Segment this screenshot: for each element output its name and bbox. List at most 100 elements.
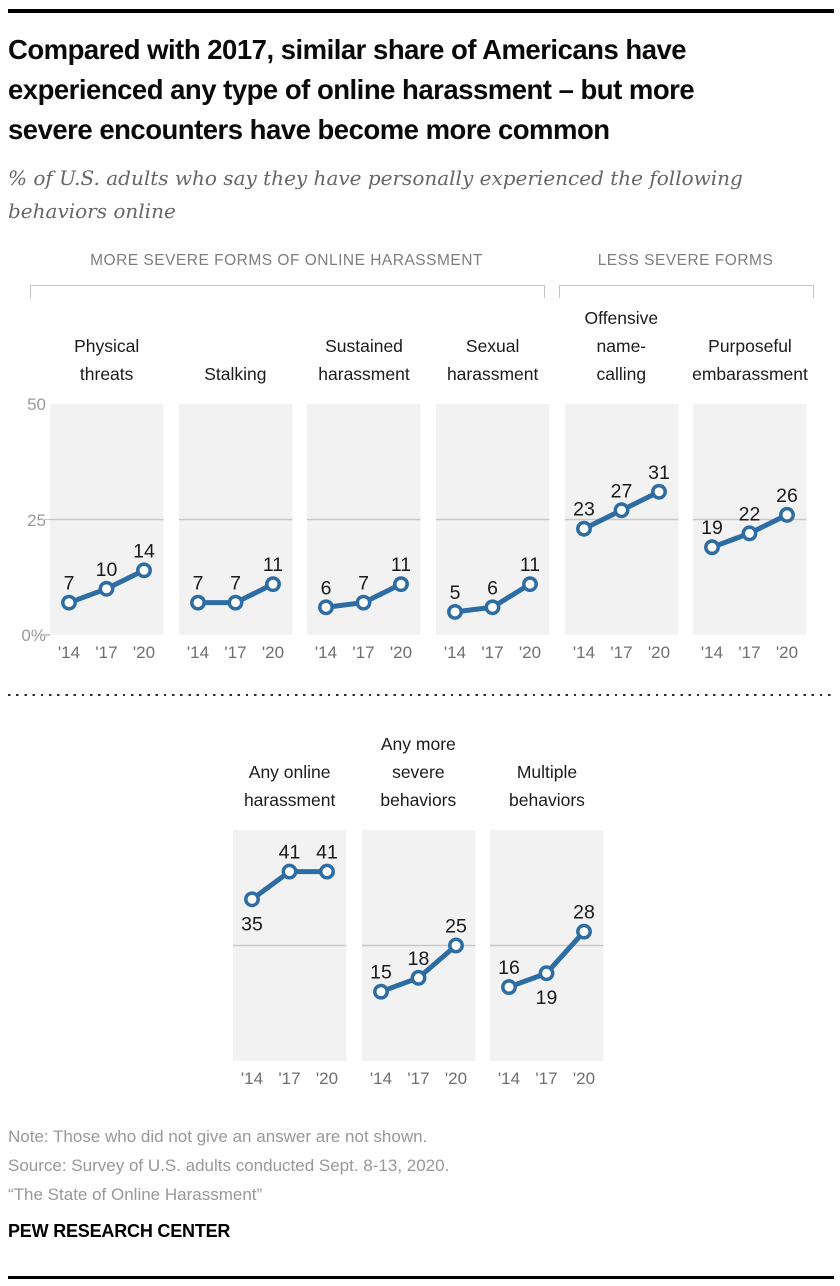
data-point-label: 41 — [316, 842, 338, 864]
x-tick-label: '20 — [776, 643, 798, 662]
chart-panel: 7 7 11 '14 '17 '20 — [178, 404, 292, 671]
panel-title-line: Multiple — [516, 762, 578, 782]
x-tick-label: '14 — [498, 1069, 520, 1088]
panel-title-line: behaviors — [509, 790, 585, 810]
panel-title-line: name- — [596, 336, 647, 356]
data-point-label: 35 — [241, 913, 263, 935]
panel-title: Stalking — [160, 300, 310, 388]
panel-title: Multiple behaviors — [472, 726, 622, 814]
data-point-marker — [355, 594, 372, 611]
y-axis-label-50: 50 — [27, 395, 46, 414]
data-point-marker — [281, 863, 298, 880]
data-point-label: 22 — [739, 503, 761, 525]
x-tick-label: '17 — [481, 643, 503, 662]
data-point-marker — [538, 965, 555, 982]
chart-panel: 16 19 28 '14 '17 '20 — [490, 830, 604, 1097]
x-tick-label: '20 — [262, 643, 284, 662]
group-bracket-more-severe — [30, 285, 545, 298]
x-tick-label: '17 — [353, 643, 375, 662]
data-point-marker — [393, 576, 410, 593]
data-point-label: 28 — [573, 902, 595, 924]
panel-title-line: Stalking — [204, 364, 267, 384]
x-tick-label: '20 — [445, 1069, 467, 1088]
x-tick-label: '17 — [536, 1069, 558, 1088]
data-point-label: 19 — [701, 517, 723, 539]
footer-report: “The State of Online Harassment” — [8, 1185, 263, 1204]
x-tick-label: '17 — [278, 1069, 300, 1088]
y-axis-label-25: 25 — [27, 510, 46, 530]
panel-title-line: harassment — [318, 364, 410, 384]
data-point-marker — [447, 937, 464, 954]
line-chart-svg: 7 10 14 '14 '17 '20 — [50, 404, 164, 662]
data-point-marker — [576, 923, 593, 940]
panel-title-line: Sexual — [465, 336, 520, 356]
subtitle-line-1: % of U.S. adults who say they have perso… — [8, 166, 743, 190]
data-point-marker — [575, 520, 592, 537]
data-point-label: 11 — [520, 554, 540, 576]
data-point-marker — [319, 863, 335, 880]
data-point-label: 15 — [370, 962, 392, 984]
chart-panel: 7 10 14 '14 '17 '20 — [50, 404, 164, 671]
org-wordmark: PEW RESEARCH CENTER — [8, 1221, 231, 1241]
x-tick-label: '14 — [58, 643, 80, 662]
panel-title: Sustained harassment — [289, 300, 439, 388]
data-point-label: 10 — [96, 559, 118, 581]
data-point-marker — [61, 594, 77, 611]
panel-title-line: Sustained — [325, 336, 403, 356]
x-tick-label: '17 — [739, 643, 761, 662]
title-line-3: severe encounters have become more commo… — [8, 114, 610, 145]
data-point-label: 7 — [64, 573, 75, 595]
data-point-label: 18 — [407, 948, 429, 970]
line-chart-svg: 23 27 31 '14 '17 '20 — [564, 404, 678, 662]
data-point-marker — [98, 580, 115, 597]
panel-title: Offensive name-calling — [546, 300, 696, 388]
footer-note: Note: Those who did not give an answer a… — [8, 1127, 428, 1146]
data-point-marker — [704, 539, 721, 556]
data-point-marker — [484, 599, 501, 616]
data-point-label: 23 — [573, 499, 595, 521]
panel-title-line: harassment — [243, 790, 336, 810]
chart-panel: 15 18 25 '14 '17 '20 — [361, 830, 475, 1097]
x-tick-label: '17 — [95, 643, 117, 662]
chart-title: Compared with 2017, similar share of Ame… — [8, 30, 695, 150]
data-point-label: 41 — [279, 842, 301, 864]
chart-panel: 5 6 11 '14 '17 '20 — [436, 404, 550, 671]
data-point-marker — [189, 594, 206, 611]
group-label-more-severe: MORE SEVERE FORMS OF ONLINE HARASSMENT — [90, 252, 483, 269]
data-point-label: 5 — [450, 582, 461, 604]
footer-source: Source: Survey of U.S. adults conducted … — [8, 1156, 450, 1175]
y-axis-tick-0 — [42, 634, 50, 636]
line-chart-svg: 5 6 11 '14 '17 '20 — [436, 404, 550, 662]
data-point-label: 11 — [391, 554, 411, 576]
panel-title-line: embarassment — [692, 364, 808, 384]
line-chart-svg: 35 41 41 '14 '17 '20 — [233, 830, 347, 1088]
x-tick-label: '17 — [224, 643, 246, 662]
panel-title-line: Any more — [380, 734, 456, 754]
line-chart-svg: 15 18 25 '14 '17 '20 — [361, 830, 475, 1088]
chart-panel: 19 22 26 '14 '17 '20 — [693, 404, 807, 671]
data-point-label: 19 — [536, 987, 558, 1009]
footer-notes: Note: Those who did not give an answer a… — [8, 1122, 449, 1209]
group-bracket-less-severe — [559, 285, 814, 298]
panel-title-line: Purposeful — [708, 336, 792, 356]
data-point-label: 14 — [133, 540, 155, 562]
title-line-1: Compared with 2017, similar share of Ame… — [8, 34, 687, 65]
x-tick-label: '14 — [241, 1069, 263, 1088]
data-point-marker — [227, 594, 244, 611]
panel-title: Physical threats — [32, 300, 182, 388]
x-tick-label: '20 — [133, 643, 155, 662]
y-axis-label-0: 0% — [21, 626, 46, 645]
x-tick-label: '20 — [390, 643, 412, 662]
data-point-label: 6 — [487, 577, 498, 599]
panel-title: Any online harassment — [215, 726, 365, 814]
data-point-marker — [501, 979, 518, 996]
x-tick-label: '17 — [610, 643, 632, 662]
title-line-2: experienced any type of online harassmen… — [8, 74, 695, 105]
chart-panel: 6 7 11 '14 '17 '20 — [307, 404, 421, 671]
data-point-marker — [447, 603, 463, 620]
x-tick-label: '20 — [648, 643, 670, 662]
data-point-marker — [522, 576, 538, 593]
top-rule — [8, 9, 834, 13]
data-point-label: 31 — [648, 462, 670, 484]
